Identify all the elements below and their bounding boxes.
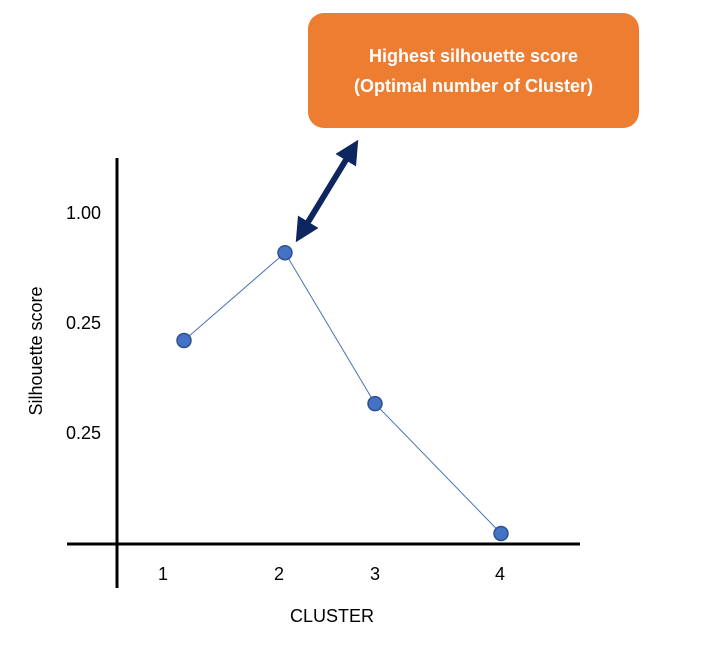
y-tick-label: 0.25 [66, 313, 101, 333]
callout-box: Highest silhouette score (Optimal number… [308, 13, 639, 128]
x-tick-label: 4 [495, 564, 505, 584]
data-point [277, 244, 293, 261]
x-axis-title: CLUSTER [290, 606, 374, 626]
series-line [183, 251, 502, 534]
callout-line-2: (Optimal number of Cluster) [353, 75, 593, 96]
y-axis-title: Silhouette score [26, 286, 46, 415]
y-tick-label: 0.25 [66, 423, 101, 443]
callout-line-1: Highest silhouette score [368, 45, 579, 66]
series-markers [176, 244, 509, 542]
data-point [367, 395, 383, 412]
double-arrow-icon [295, 139, 359, 243]
y-tick-label: 1.00 [66, 203, 101, 223]
x-tick-label: 2 [274, 564, 284, 584]
x-tick-label: 3 [370, 564, 380, 584]
x-tick-label: 1 [158, 564, 168, 584]
data-point [493, 525, 509, 542]
data-point [176, 332, 192, 349]
